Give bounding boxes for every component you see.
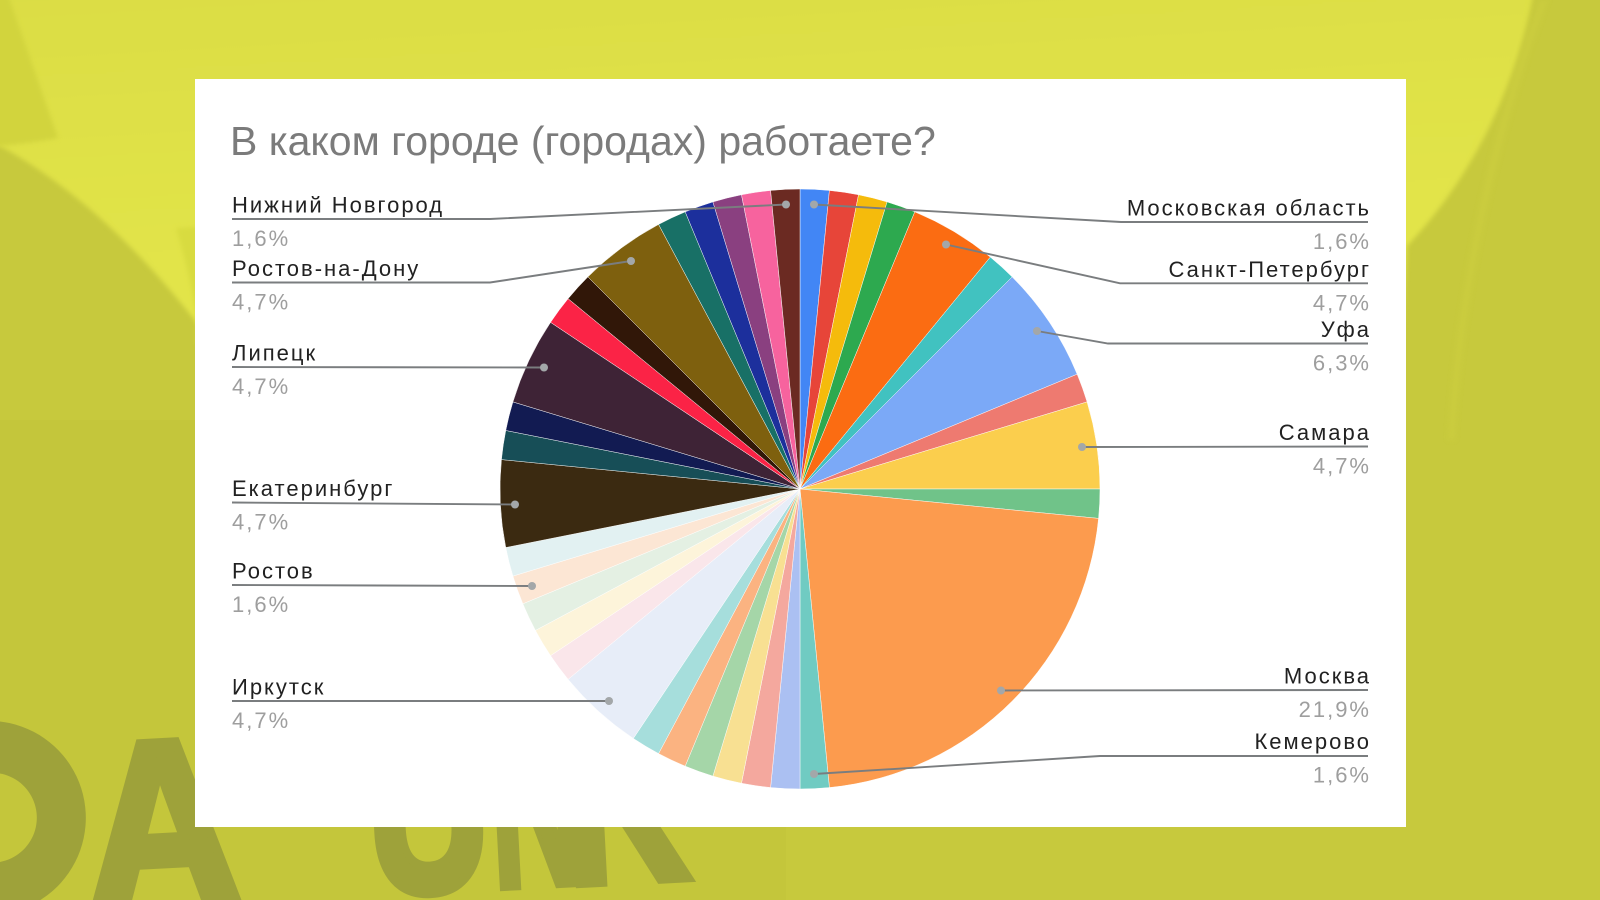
svg-text:Екатеринбург: Екатеринбург (232, 476, 394, 501)
svg-text:1,6%: 1,6% (232, 592, 290, 617)
svg-text:4,7%: 4,7% (1313, 290, 1371, 315)
svg-text:1,6%: 1,6% (1313, 763, 1371, 788)
svg-text:Ростов: Ростов (232, 559, 315, 584)
svg-text:4,7%: 4,7% (232, 510, 290, 535)
svg-text:Липецк: Липецк (232, 341, 317, 366)
svg-text:4,7%: 4,7% (232, 708, 290, 733)
svg-text:Кемерово: Кемерово (1254, 729, 1371, 754)
svg-text:Ростов-на-Дону: Ростов-на-Дону (232, 256, 420, 281)
svg-text:21,9%: 21,9% (1299, 697, 1371, 722)
svg-text:1,6%: 1,6% (1313, 229, 1371, 254)
svg-text:Санкт-Петербург: Санкт-Петербург (1168, 257, 1371, 282)
svg-text:4,7%: 4,7% (1313, 454, 1371, 479)
svg-text:6,3%: 6,3% (1313, 351, 1371, 376)
svg-text:В каком городе (городах) работ: В каком городе (городах) работаете? (230, 118, 936, 164)
svg-text:1,6%: 1,6% (232, 226, 290, 251)
svg-text:Иркутск: Иркутск (232, 675, 325, 700)
svg-text:Москва: Москва (1284, 664, 1371, 689)
svg-text:4,7%: 4,7% (232, 374, 290, 399)
svg-text:Самара: Самара (1279, 420, 1371, 445)
svg-text:Уфа: Уфа (1321, 317, 1371, 342)
svg-text:4,7%: 4,7% (232, 290, 290, 315)
svg-text:Нижний Новгород: Нижний Новгород (232, 193, 444, 218)
svg-text:Московская область: Московская область (1127, 196, 1371, 221)
